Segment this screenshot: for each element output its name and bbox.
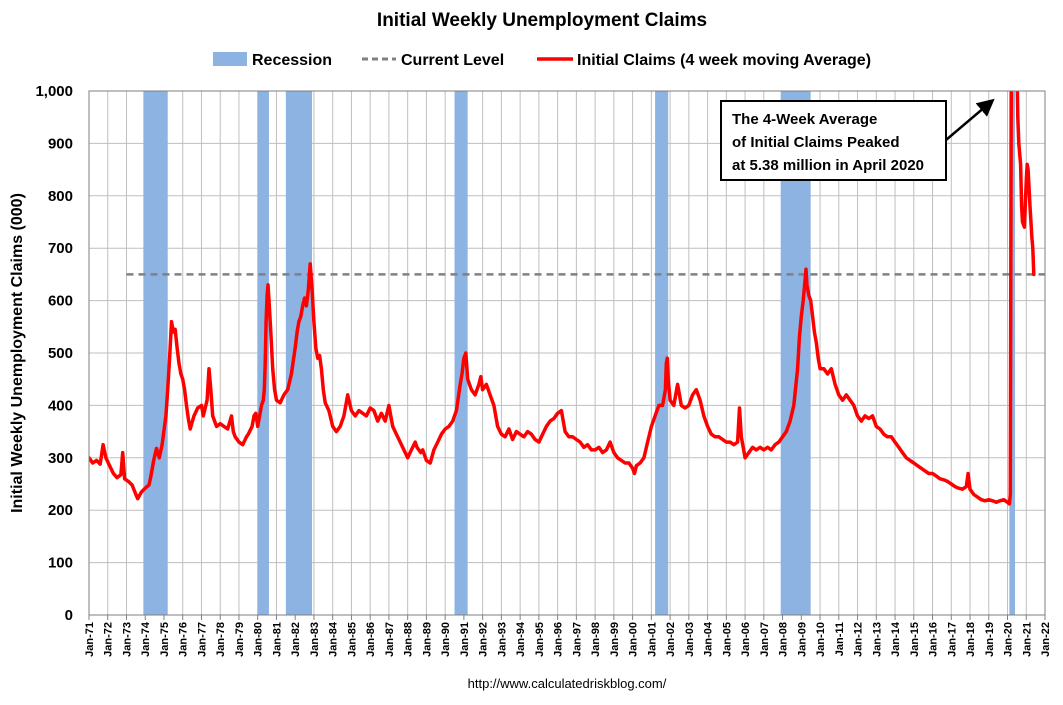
x-tick-label: Jan-04 <box>703 621 715 657</box>
series-layer <box>89 91 1045 506</box>
x-tick-label: Jan-75 <box>159 622 171 657</box>
x-tick-label: Jan-15 <box>909 622 921 657</box>
x-tick-label: Jan-98 <box>590 622 602 657</box>
x-tick-label: Jan-02 <box>665 622 677 657</box>
x-tick-label: Jan-06 <box>740 622 752 657</box>
x-axis: Jan-71 Jan-72 Jan-73 Jan-74 Jan-75 Jan-76 Jan-… <box>84 615 1052 657</box>
recession-band <box>655 91 669 615</box>
source-url: http://www.calculatedriskblog.com/ <box>468 676 667 691</box>
legend: Recession Current Level Initial Claims (… <box>213 52 871 69</box>
y-tick-label: 700 <box>48 240 73 257</box>
legend-current-label: Current Level <box>401 52 504 69</box>
x-tick-label: Jan-89 <box>421 622 433 657</box>
x-tick-label: Jan-00 <box>628 622 640 657</box>
x-tick-label: Jan-13 <box>871 622 883 657</box>
x-tick-label: Jan-20 <box>1003 622 1015 657</box>
x-tick-label: Jan-11 <box>834 622 846 656</box>
y-tick-label: 900 <box>48 135 73 152</box>
x-tick-label: Jan-96 <box>553 622 565 657</box>
x-tick-label: Jan-76 <box>178 622 190 657</box>
y-tick-label: 800 <box>48 188 73 205</box>
x-tick-label: Jan-07 <box>759 622 771 657</box>
x-tick-label: Jan-94 <box>515 621 527 657</box>
x-tick-label: Jan-81 <box>271 622 283 657</box>
x-tick-label: Jan-85 <box>346 622 358 657</box>
x-tick-label: Jan-09 <box>796 622 808 657</box>
recession-band <box>143 91 168 615</box>
annotation-line-1: The 4-Week Average <box>732 111 877 128</box>
x-tick-label: Jan-80 <box>253 622 265 657</box>
y-tick-label: 0 <box>65 607 73 624</box>
x-tick-label: Jan-22 <box>1040 622 1052 657</box>
x-tick-label: Jan-87 <box>384 622 396 657</box>
x-tick-label: Jan-88 <box>403 622 415 657</box>
y-tick-label: 300 <box>48 450 73 467</box>
x-tick-label: Jan-19 <box>984 622 996 657</box>
y-tick-label: 100 <box>48 555 73 572</box>
legend-recession-label: Recession <box>252 52 332 69</box>
x-tick-label: Jan-08 <box>778 622 790 657</box>
x-tick-label: Jan-14 <box>890 621 902 657</box>
annotation-line-2: of Initial Claims Peaked <box>732 134 900 151</box>
x-tick-label: Jan-90 <box>440 622 452 657</box>
x-tick-label: Jan-99 <box>609 622 621 657</box>
x-tick-label: Jan-73 <box>121 622 133 657</box>
x-tick-label: Jan-83 <box>309 622 321 657</box>
x-tick-label: Jan-78 <box>215 622 227 657</box>
x-tick-label: Jan-92 <box>478 622 490 657</box>
x-tick-label: Jan-84 <box>328 621 340 657</box>
annotation-arrow <box>945 98 995 141</box>
x-tick-label: Jan-79 <box>234 622 246 657</box>
y-tick-label: 400 <box>48 397 73 414</box>
x-tick-label: Jan-72 <box>103 622 115 657</box>
x-tick-label: Jan-74 <box>140 621 152 657</box>
claims-series-line <box>89 91 1036 506</box>
y-tick-label: 500 <box>48 345 73 362</box>
x-tick-label: Jan-82 <box>290 622 302 657</box>
x-tick-label: Jan-77 <box>196 622 208 657</box>
x-tick-label: Jan-71 <box>84 622 96 657</box>
chart-title: Initial Weekly Unemployment Claims <box>377 10 707 31</box>
legend-recession-swatch <box>213 52 247 66</box>
recession-band <box>454 91 468 615</box>
x-tick-label: Jan-17 <box>946 622 958 657</box>
y-tick-label: 600 <box>48 293 73 310</box>
x-tick-label: Jan-18 <box>965 622 977 657</box>
y-axis-label: Initial Weekly Unemployment Claims (000) <box>9 193 26 513</box>
y-tick-label: 1,000 <box>35 83 73 100</box>
x-tick-label: Jan-21 <box>1021 622 1033 657</box>
x-tick-label: Jan-97 <box>571 622 583 657</box>
x-tick-label: Jan-86 <box>365 622 377 657</box>
annotation-box <box>720 100 947 181</box>
recession-band <box>285 91 313 615</box>
peak-annotation: The 4-Week Average of Initial Claims Pea… <box>720 98 995 181</box>
plot-border <box>88 90 1046 616</box>
x-tick-label: Jan-12 <box>853 622 865 657</box>
legend-claims-label: Initial Claims (4 week moving Average) <box>577 52 871 69</box>
x-tick-label: Jan-16 <box>928 622 940 657</box>
x-tick-label: Jan-93 <box>496 622 508 657</box>
x-tick-label: Jan-03 <box>684 622 696 657</box>
y-axis: 0 100 200 300 400 500 600 700 800 900 1,000 <box>35 83 73 624</box>
x-tick-label: Jan-01 <box>646 622 658 657</box>
recession-band <box>257 91 269 615</box>
annotation-line-3: at 5.38 million in April 2020 <box>732 157 924 174</box>
x-tick-label: Jan-91 <box>459 622 471 657</box>
y-tick-label: 200 <box>48 502 73 519</box>
x-tick-label: Jan-05 <box>721 622 733 657</box>
x-tick-label: Jan-10 <box>815 622 827 657</box>
x-tick-label: Jan-95 <box>534 622 546 657</box>
